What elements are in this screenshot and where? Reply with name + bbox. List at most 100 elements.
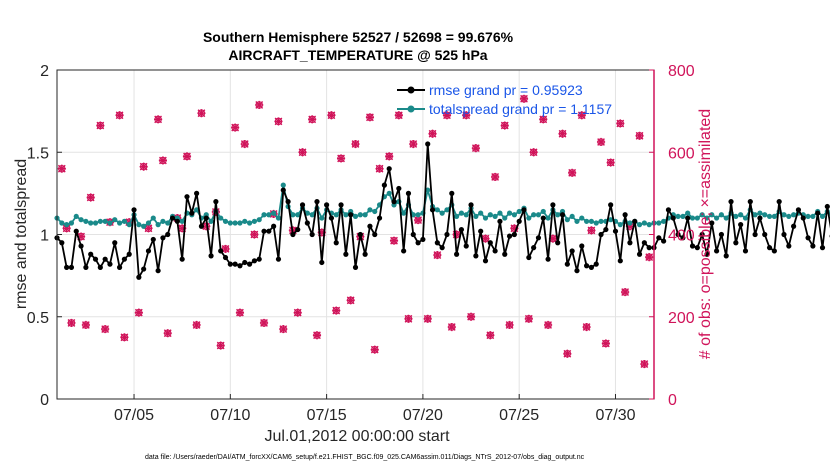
rmse-point [126, 251, 132, 257]
obs-assimilated-marker [139, 162, 148, 171]
obs-assimilated-marker [462, 111, 471, 120]
totalspread-point [540, 208, 546, 215]
x-axis-label: Jul.01,2012 00:00:00 start [264, 428, 450, 445]
obs-assimilated-marker [414, 216, 423, 225]
rmse-point [386, 166, 392, 172]
obs-assimilated-marker [452, 230, 461, 239]
obs-assimilated-marker [259, 318, 269, 327]
legend-spread-label: totalspread grand pr = 1.1157 [429, 101, 612, 117]
obs-assimilated-marker [67, 318, 76, 327]
rmse-point [83, 264, 89, 270]
rmse-point [439, 245, 445, 251]
rmse-point [680, 235, 686, 241]
obs-assimilated-marker [544, 320, 553, 330]
obs-assimilated-marker [221, 244, 230, 253]
totalspread-point [608, 217, 614, 223]
rmse-point [107, 261, 113, 267]
rmse-point [165, 231, 171, 238]
legend-rmse-marker [407, 86, 415, 94]
totalspread-point [574, 218, 580, 224]
totalspread-point [458, 210, 465, 216]
rmse-point [251, 258, 257, 264]
rmse-point [333, 240, 339, 246]
totalspread-point [160, 218, 166, 224]
obs-assimilated-marker [524, 314, 533, 323]
totalspread-point [415, 212, 421, 218]
obs-assimilated-marker [346, 296, 355, 305]
totalspread-point [362, 212, 368, 218]
obs-assimilated-marker [582, 322, 591, 332]
obs-assimilated-marker [327, 111, 336, 120]
obs-assimilated-marker [394, 111, 403, 120]
rmse-point [795, 207, 802, 213]
rmse-point [762, 231, 768, 238]
totalspread-point [661, 218, 667, 224]
obs-assimilated-marker [491, 172, 500, 182]
totalspread-point [261, 212, 267, 218]
totalspread-point [372, 208, 378, 215]
obs-assimilated-marker [158, 156, 167, 165]
rmse-point [511, 231, 517, 238]
totalspread-point [564, 217, 570, 223]
obs-assimilated-marker [202, 222, 211, 231]
obs-assimilated-marker [500, 121, 509, 130]
obs-assimilated-marker [563, 349, 572, 358]
rmse-point [372, 231, 378, 238]
totalspread-point [766, 213, 773, 220]
totalspread-point [646, 222, 652, 228]
rmse-point [733, 240, 739, 246]
rmse-point [492, 248, 498, 254]
rmse-point [338, 202, 344, 208]
chart-title: Southern Hemisphere 52527 / 52698 = 99.6… [203, 29, 514, 45]
totalspread-point [583, 218, 590, 224]
obs-assimilated-marker [510, 224, 519, 233]
rmse-point [189, 210, 195, 216]
totalspread-point [266, 212, 272, 218]
rmse-point [791, 223, 797, 229]
rmse-point [348, 212, 354, 218]
rmse-point [232, 261, 238, 267]
rmse-point [169, 215, 176, 221]
rmse-point [728, 199, 734, 205]
totalspread-point [107, 220, 113, 226]
totalspread-point [636, 222, 643, 228]
totalspread-point [367, 207, 373, 213]
totalspread-point [64, 222, 70, 228]
totalspread-point [434, 207, 440, 213]
obs-assimilated-marker [601, 339, 610, 348]
obs-assimilated-marker [144, 224, 153, 233]
rmse-point [314, 199, 320, 205]
rmse-point [564, 261, 570, 267]
rmse-point [174, 218, 180, 224]
obs-assimilated-marker [447, 322, 456, 332]
totalspread-point [535, 212, 542, 218]
totalspread-point [290, 212, 296, 218]
totalspread-point [718, 212, 725, 218]
rmse-point [550, 202, 556, 208]
totalspread-point [112, 217, 118, 223]
x-axis-ticks: 07/05 07/10 07/15 07/20 07/25 07/30 [114, 394, 636, 424]
rmse-point [535, 235, 542, 241]
rmse-point [237, 263, 243, 269]
rmse-point [449, 190, 455, 196]
obs-assimilated-marker [197, 109, 206, 118]
obs-assimilated-marker [235, 308, 245, 317]
rmse-point [97, 264, 103, 270]
rmse-point [593, 261, 599, 267]
obs-assimilated-marker [192, 320, 201, 330]
totalspread-point [155, 222, 161, 228]
obs-assimilated-marker [279, 325, 288, 334]
rmse-point [458, 226, 465, 233]
obs-assimilated-marker [57, 164, 66, 173]
rmse-point [141, 266, 147, 272]
rmse-point [290, 231, 296, 238]
totalspread-point [68, 220, 75, 226]
rmse-point [555, 240, 561, 246]
obs-assimilated-marker [312, 331, 322, 340]
rmse-point [771, 248, 777, 254]
rmse-point [521, 207, 527, 213]
totalspread-point [478, 210, 484, 216]
y-right-tick-label: 800 [668, 63, 695, 80]
chart-subtitle: AIRCRAFT_TEMPERATURE @ 525 hPa [228, 47, 487, 63]
obs-assimilated-marker [81, 320, 90, 330]
